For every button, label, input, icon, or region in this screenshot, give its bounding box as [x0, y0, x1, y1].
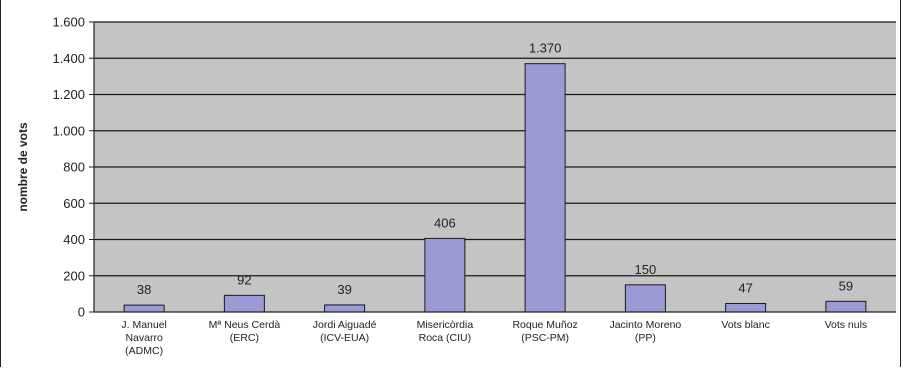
y-tick-label: 1.400 — [52, 51, 85, 66]
y-tick-label: 1.200 — [52, 87, 85, 102]
y-tick-label: 600 — [63, 196, 85, 211]
bar — [424, 237, 466, 313]
bar — [825, 300, 867, 313]
y-tick-label: 800 — [63, 160, 85, 175]
data-label: 39 — [337, 282, 351, 297]
x-tick-label: J. Manuel Navarro (ADMC) — [121, 319, 167, 357]
data-labels: 38 92 39 406 1.370 150 47 59 — [137, 41, 853, 297]
data-label: 150 — [635, 262, 657, 277]
gridlines — [94, 21, 896, 277]
y-tick-label: 200 — [63, 268, 85, 283]
x-tick-label: Jacinto Moreno (PP) — [609, 319, 681, 344]
bars — [123, 63, 867, 313]
bar — [324, 304, 366, 313]
y-tick-label: 0 — [78, 305, 85, 320]
x-tick-label: Mª Neus Cerdà (ERC) — [209, 319, 281, 344]
data-label: 47 — [738, 280, 752, 295]
x-tick-label: Vots nuls — [825, 319, 868, 331]
x-axis-categories: J. Manuel Navarro (ADMC) Mª Neus Cerdà (ERC)… — [121, 319, 867, 357]
data-label: 59 — [839, 278, 853, 293]
bar — [524, 63, 566, 313]
bar — [624, 284, 666, 313]
y-axis-title: nombre de vots — [16, 122, 30, 212]
data-label: 38 — [137, 282, 151, 297]
y-tick-label: 1.600 — [52, 15, 85, 30]
x-tick-label: Vots blanc — [721, 319, 769, 331]
y-tick-label: 1.000 — [52, 123, 85, 138]
bar — [725, 302, 767, 313]
y-axis-ticks: 0 200 400 600 800 1.000 1.200 1.400 1.600 — [52, 15, 94, 320]
x-tick-label: Jordi Aiguadé (ICV-EUA) — [313, 319, 377, 344]
data-label: 92 — [237, 272, 251, 287]
x-tick-label: Roque Muñoz (PSC-PM) — [512, 319, 577, 344]
y-tick-label: 400 — [63, 232, 85, 247]
bar — [123, 304, 165, 313]
data-label: 1.370 — [529, 41, 562, 56]
data-label: 406 — [434, 215, 456, 230]
bar — [223, 294, 265, 313]
x-tick-label: Misericòrdia Roca (CIU) — [417, 319, 474, 344]
